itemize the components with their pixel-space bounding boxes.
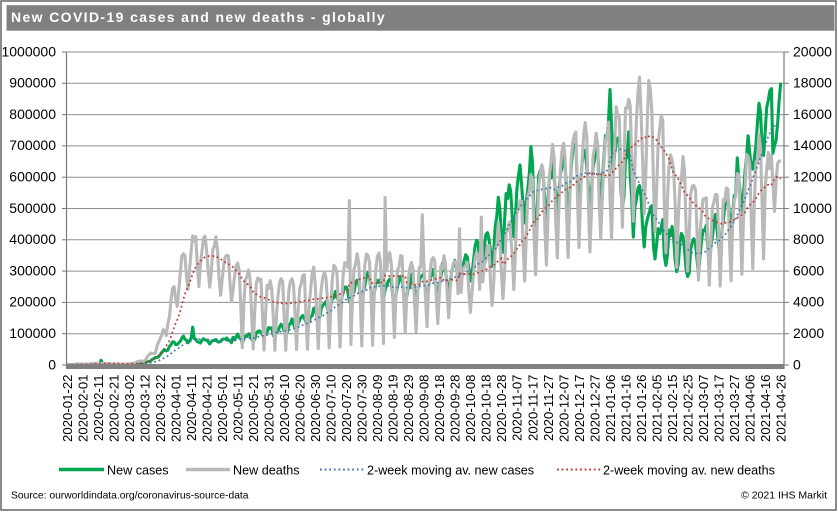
svg-text:2020-05-11: 2020-05-11 bbox=[231, 375, 246, 441]
svg-text:2020-04-21: 2020-04-21 bbox=[199, 375, 214, 442]
svg-text:2021-03-17: 2021-03-17 bbox=[711, 375, 726, 442]
svg-text:12000: 12000 bbox=[793, 169, 832, 185]
svg-text:18000: 18000 bbox=[793, 75, 832, 91]
svg-text:600000: 600000 bbox=[9, 169, 56, 185]
svg-text:2020-03-12: 2020-03-12 bbox=[137, 375, 152, 442]
svg-text:2020-08-19: 2020-08-19 bbox=[386, 375, 401, 442]
svg-text:2-week moving av. new deaths: 2-week moving av. new deaths bbox=[603, 464, 775, 478]
svg-text:2020-04-11: 2020-04-11 bbox=[184, 375, 199, 441]
svg-text:2020-11-17: 2020-11-17 bbox=[525, 375, 540, 441]
svg-text:0: 0 bbox=[793, 356, 801, 372]
svg-text:800000: 800000 bbox=[9, 106, 56, 122]
svg-text:2020-06-20: 2020-06-20 bbox=[293, 375, 308, 442]
svg-text:4000: 4000 bbox=[793, 294, 824, 310]
svg-text:New COVID-19 cases and new dea: New COVID-19 cases and new deaths - glob… bbox=[11, 9, 386, 25]
svg-text:2021-01-16: 2021-01-16 bbox=[618, 375, 633, 442]
svg-text:0: 0 bbox=[48, 356, 56, 372]
svg-text:2020-10-08: 2020-10-08 bbox=[463, 375, 478, 442]
svg-text:2021-03-07: 2021-03-07 bbox=[696, 375, 711, 442]
svg-text:2020-08-29: 2020-08-29 bbox=[401, 375, 416, 442]
svg-text:200000: 200000 bbox=[9, 294, 56, 310]
svg-text:2020-06-10: 2020-06-10 bbox=[277, 375, 292, 442]
svg-text:2020-03-22: 2020-03-22 bbox=[153, 375, 168, 442]
svg-text:6000: 6000 bbox=[793, 262, 824, 278]
svg-text:2021-02-25: 2021-02-25 bbox=[680, 375, 695, 442]
svg-text:2020-02-11: 2020-02-11 bbox=[91, 375, 106, 441]
svg-text:2020-07-30: 2020-07-30 bbox=[355, 375, 370, 442]
svg-text:100000: 100000 bbox=[9, 325, 56, 341]
svg-text:2020-12-07: 2020-12-07 bbox=[556, 375, 571, 442]
svg-text:2020-06-30: 2020-06-30 bbox=[308, 375, 323, 442]
svg-text:2021-01-26: 2021-01-26 bbox=[634, 375, 649, 442]
svg-text:2020-12-27: 2020-12-27 bbox=[587, 375, 602, 442]
svg-text:2020-03-02: 2020-03-02 bbox=[122, 375, 137, 442]
svg-text:2020-11-07: 2020-11-07 bbox=[510, 375, 525, 441]
svg-text:2020-05-31: 2020-05-31 bbox=[262, 375, 277, 442]
svg-text:2020-02-21: 2020-02-21 bbox=[106, 375, 121, 442]
svg-text:2020-05-01: 2020-05-01 bbox=[215, 375, 230, 442]
svg-text:10000: 10000 bbox=[793, 200, 832, 216]
svg-text:16000: 16000 bbox=[793, 106, 832, 122]
svg-text:2020-10-18: 2020-10-18 bbox=[479, 375, 494, 442]
svg-text:2020-05-21: 2020-05-21 bbox=[246, 375, 261, 442]
svg-text:2020-01-22: 2020-01-22 bbox=[60, 375, 75, 442]
svg-text:8000: 8000 bbox=[793, 231, 824, 247]
svg-text:2000: 2000 bbox=[793, 325, 824, 341]
svg-text:2021-02-15: 2021-02-15 bbox=[665, 375, 680, 442]
svg-text:© 2021 IHS Markit: © 2021 IHS Markit bbox=[741, 490, 827, 502]
svg-text:900000: 900000 bbox=[9, 75, 56, 91]
svg-text:2021-04-16: 2021-04-16 bbox=[758, 375, 773, 442]
svg-text:New deaths: New deaths bbox=[233, 464, 300, 478]
svg-text:14000: 14000 bbox=[793, 137, 832, 153]
svg-text:2020-07-20: 2020-07-20 bbox=[339, 375, 354, 442]
svg-text:2021-02-05: 2021-02-05 bbox=[649, 375, 664, 442]
svg-text:1000000: 1000000 bbox=[1, 43, 56, 59]
svg-text:2-week moving av. new cases: 2-week moving av. new cases bbox=[367, 464, 534, 478]
svg-text:2021-03-27: 2021-03-27 bbox=[727, 375, 742, 442]
svg-text:2021-04-26: 2021-04-26 bbox=[774, 375, 789, 442]
svg-text:2020-07-10: 2020-07-10 bbox=[324, 375, 339, 442]
svg-text:2021-01-06: 2021-01-06 bbox=[603, 375, 618, 442]
svg-text:2020-02-01: 2020-02-01 bbox=[75, 375, 90, 442]
svg-text:2020-09-08: 2020-09-08 bbox=[417, 375, 432, 442]
svg-text:700000: 700000 bbox=[9, 137, 56, 153]
svg-text:20000: 20000 bbox=[793, 43, 832, 59]
svg-text:2020-09-18: 2020-09-18 bbox=[432, 375, 447, 442]
svg-text:2021-04-06: 2021-04-06 bbox=[743, 375, 758, 442]
svg-text:2020-11-27: 2020-11-27 bbox=[541, 375, 556, 441]
svg-text:400000: 400000 bbox=[9, 231, 56, 247]
svg-text:2020-09-28: 2020-09-28 bbox=[448, 375, 463, 442]
svg-text:New cases: New cases bbox=[107, 464, 169, 478]
svg-text:2020-08-09: 2020-08-09 bbox=[370, 375, 385, 442]
svg-text:500000: 500000 bbox=[9, 200, 56, 216]
svg-text:2020-10-28: 2020-10-28 bbox=[494, 375, 509, 442]
svg-text:Source: ourworldindata.org/cor: Source: ourworldindata.org/coronavirus-s… bbox=[11, 491, 249, 502]
svg-text:2020-12-17: 2020-12-17 bbox=[572, 375, 587, 442]
svg-text:300000: 300000 bbox=[9, 262, 56, 278]
svg-text:2020-04-01: 2020-04-01 bbox=[168, 375, 183, 442]
